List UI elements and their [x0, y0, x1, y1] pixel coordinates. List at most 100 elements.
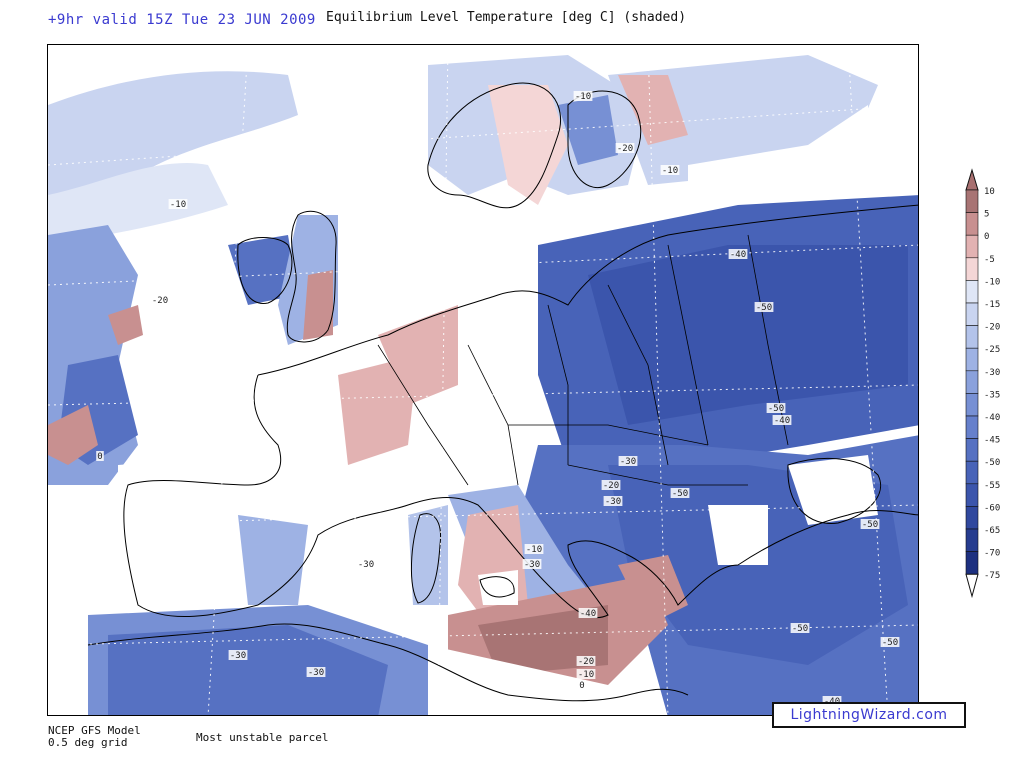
- contour-label-bg: [601, 480, 621, 490]
- shade-iberia-east: [238, 515, 308, 605]
- shade-eastern-europe2: [588, 245, 908, 425]
- contour-label: -30: [524, 560, 540, 570]
- legend-label: -40: [984, 413, 1000, 423]
- shade-scandinavia-deep: [558, 95, 618, 165]
- legend-arrow-top: [965, 168, 979, 191]
- contour-label: -20: [578, 657, 594, 667]
- contour-label-bg: [306, 667, 326, 677]
- contour-label-bg: [578, 680, 586, 690]
- contour-label-bg: [96, 451, 104, 461]
- map-panel: -10 -10 -20 -10 -20 -40 -40 -50 -50 -50 -40 -30 -20 -…: [47, 44, 919, 716]
- coast-finland: [567, 90, 642, 188]
- legend-swatch: [965, 551, 979, 575]
- legend-arrow-bottom: [965, 573, 979, 599]
- legend-label: -55: [984, 481, 1000, 491]
- legend-label: -65: [984, 526, 1000, 536]
- contour-label-bg: [576, 656, 596, 666]
- contour-label: 0: [97, 452, 102, 462]
- contour-label-bg: [615, 143, 635, 153]
- contour-label: -30: [308, 668, 324, 678]
- contour-label-bg: [228, 650, 248, 660]
- legend-swatch: [965, 506, 979, 530]
- model-info: NCEP GFS Model 0.5 deg grid: [48, 725, 141, 749]
- map-canvas: -10 -10 -20 -10 -20 -40 -40 -50 -50 -50 -40 -30 -20 -…: [48, 45, 918, 715]
- shade-scandinavia-warm: [488, 85, 568, 205]
- legend-label: -70: [984, 549, 1000, 559]
- contour-label-bg: [754, 302, 774, 312]
- shade-north-africa2: [108, 625, 388, 715]
- contour-label: -50: [882, 638, 898, 648]
- shade-libya-gap: [428, 645, 646, 715]
- shade-britain-warm: [303, 270, 333, 340]
- contour-label: -20: [617, 144, 633, 154]
- legend-swatch: [965, 483, 979, 507]
- contour-label-bg: [150, 295, 170, 305]
- legend-swatch: [965, 347, 979, 372]
- shade-sicily: [478, 570, 518, 605]
- contour-label-bg: [522, 559, 542, 569]
- legend-swatch: [965, 393, 979, 417]
- shade-russia-north-warm: [618, 75, 688, 145]
- contour-label-bg: [603, 496, 623, 506]
- legend-label: -10: [984, 277, 1000, 287]
- shade-corsica: [408, 505, 448, 605]
- legend-label: 10: [984, 187, 995, 197]
- legend-swatch: [965, 528, 979, 552]
- parcel-info: Most unstable parcel: [196, 731, 329, 744]
- legend-swatch: [965, 212, 979, 236]
- shade-france-warm: [338, 355, 418, 465]
- contour-label: -40: [774, 416, 790, 426]
- shade-anatolia-gap: [708, 505, 768, 565]
- coast-corsica-sardinia: [411, 513, 442, 604]
- contour-label: -30: [358, 560, 374, 570]
- contour-label: -30: [605, 497, 621, 507]
- contour-label-bg: [356, 559, 376, 569]
- shade-atlantic-north2: [48, 162, 228, 245]
- border-lines: [377, 234, 789, 486]
- legend-canvas: 10 5 0 -5 -10 -15 -20 -25 -30 -35 -40 -45 -50 -55 -60 -…: [965, 168, 1000, 599]
- legend-swatch: [965, 325, 979, 349]
- contour-label-bg: [576, 669, 596, 679]
- contour-label-bg: [880, 637, 900, 647]
- contour-label: -10: [526, 545, 542, 555]
- brand-link[interactable]: LightningWizard.com: [772, 702, 966, 728]
- legend-label: -60: [984, 503, 1000, 513]
- contour-labels: -10 -10 -20 -10 -20 -40 -40 -50 -50 -50 -40 -30 -20 -…: [96, 91, 900, 707]
- legend-label: -20: [984, 323, 1000, 333]
- color-legend: 10 5 0 -5 -10 -15 -20 -25 -30 -35 -40 -45 -50 -55 -60 -…: [962, 168, 1022, 600]
- contour-label: 0: [579, 681, 584, 691]
- legend-swatch: [965, 415, 979, 439]
- legend-label: -5: [984, 255, 995, 265]
- legend-swatch: [965, 280, 979, 304]
- contour-label: -10: [578, 670, 594, 680]
- legend-label: -45: [984, 436, 1000, 446]
- shade-baltic-gap: [688, 105, 868, 205]
- contour-label: -30: [230, 651, 246, 661]
- contour-label: -40: [730, 250, 746, 260]
- legend-label: -50: [984, 458, 1000, 468]
- shade-atlantic-warm: [108, 305, 143, 345]
- shade-ireland: [228, 235, 298, 305]
- contour-label: -50: [862, 520, 878, 530]
- model-name: NCEP GFS Model: [48, 724, 141, 737]
- contour-label-bg: [766, 403, 786, 413]
- contour-label-bg: [578, 608, 598, 618]
- contour-label-bg: [670, 488, 690, 498]
- legend-bottom-label: -75: [984, 571, 1000, 581]
- map-title: Equilibrium Level Temperature [deg C] (s…: [326, 10, 687, 25]
- valid-time-label: +9hr valid 15Z Tue 23 JUN 2009: [48, 12, 316, 28]
- legend-label: -30: [984, 368, 1000, 378]
- contour-label: -50: [672, 489, 688, 499]
- coast-africa: [87, 623, 689, 702]
- contour-label: -50: [756, 303, 772, 313]
- contour-label-bg: [860, 519, 880, 529]
- model-grid: 0.5 deg grid: [48, 736, 128, 749]
- contour-label-bg: [822, 696, 842, 706]
- contour-label: -20: [603, 481, 619, 491]
- shade-med-warm2: [478, 605, 608, 675]
- grid-lines: [48, 45, 918, 715]
- contour-label-bg: [790, 623, 810, 633]
- coast-scandinavia: [427, 82, 562, 209]
- contour-label: -10: [575, 92, 591, 102]
- legend-label: 5: [984, 210, 989, 220]
